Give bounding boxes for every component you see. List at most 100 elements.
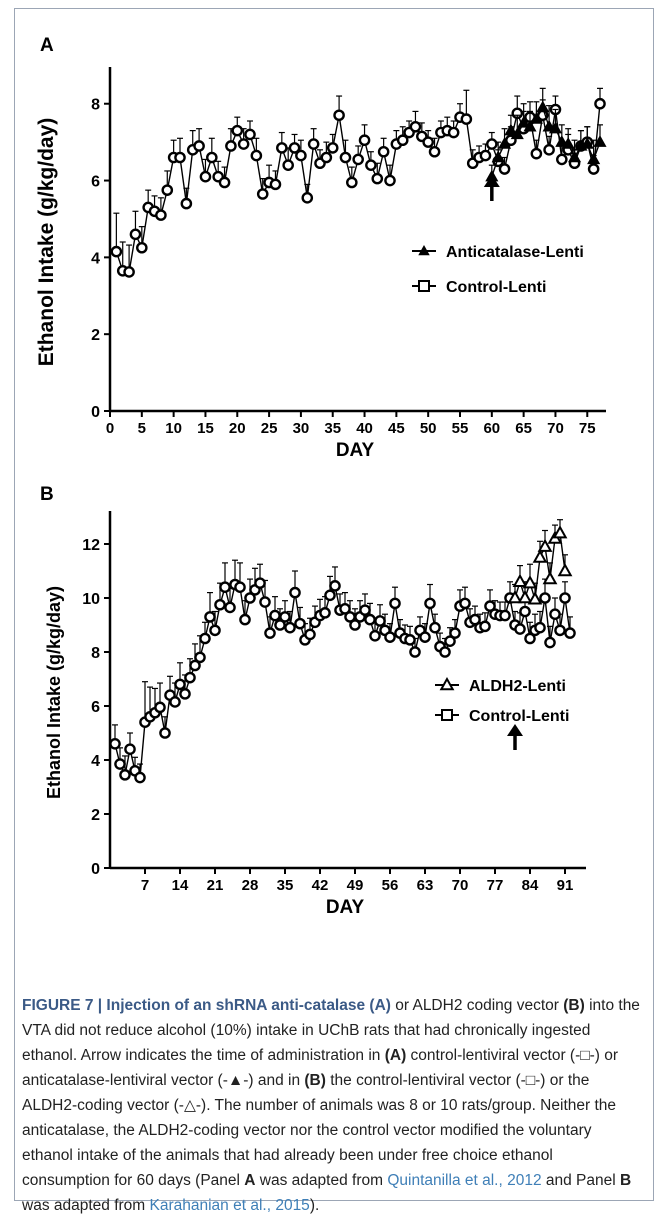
data-point bbox=[269, 609, 281, 622]
legend-label: Control-Lenti bbox=[469, 708, 569, 725]
x-axis-label: DAY bbox=[326, 897, 365, 918]
y-axis-label: Ethanol Intake (g/kg/day) bbox=[44, 586, 64, 799]
data-point bbox=[536, 100, 550, 113]
data-point bbox=[189, 659, 201, 672]
x-tick-label: 40 bbox=[356, 420, 373, 437]
x-tick-label: 91 bbox=[557, 877, 574, 894]
data-point bbox=[484, 600, 496, 612]
y-tick-label: 0 bbox=[91, 861, 100, 878]
x-tick-label: 35 bbox=[277, 877, 294, 894]
data-point bbox=[319, 607, 331, 619]
data-point bbox=[294, 617, 306, 630]
panel-b-chart: B 0 2 4 6 8 10 12 7 14 21 28 35 42 49 56 63 70 77 84 91 DAY Et… bbox=[40, 484, 586, 918]
caption-text-3: control-lentiviral vector (-□-) or antic… bbox=[22, 1047, 619, 1089]
data-point bbox=[548, 121, 563, 134]
caption-text-7: was adapted from bbox=[22, 1197, 150, 1214]
data-point bbox=[184, 671, 196, 684]
y-tick-label: 8 bbox=[91, 645, 100, 662]
data-point bbox=[460, 113, 473, 125]
y-tick-label: 2 bbox=[91, 807, 100, 824]
data-point bbox=[304, 628, 316, 641]
data-point bbox=[524, 632, 536, 645]
data-point bbox=[174, 678, 186, 691]
data-point bbox=[409, 120, 422, 133]
data-point bbox=[384, 631, 396, 643]
legend-marker bbox=[439, 676, 455, 691]
x-tick-label: 7 bbox=[141, 877, 149, 894]
data-point bbox=[479, 620, 491, 633]
legend-label: Anticatalase-Lenti bbox=[446, 244, 584, 261]
data-point bbox=[404, 634, 416, 646]
data-point bbox=[282, 159, 294, 171]
data-point bbox=[179, 688, 191, 700]
figure-caption: FIGURE 7 | Injection of an shRNA anti-ca… bbox=[22, 993, 642, 1218]
data-point bbox=[329, 580, 341, 592]
data-point bbox=[567, 150, 582, 163]
x-tick-label: 5 bbox=[138, 420, 146, 437]
data-point bbox=[204, 611, 216, 623]
data-point bbox=[136, 241, 148, 254]
data-point bbox=[239, 613, 251, 626]
y-tick-label: 4 bbox=[91, 753, 100, 770]
data-point bbox=[514, 623, 526, 635]
data-point bbox=[469, 613, 481, 626]
x-tick-label: 30 bbox=[293, 420, 310, 437]
y-tick-label: 6 bbox=[91, 699, 100, 716]
panel-label: A bbox=[40, 35, 54, 56]
y-axis-label: Ethanol Intake (g/kg/day) bbox=[35, 118, 58, 367]
data-point bbox=[384, 174, 396, 187]
data-point bbox=[199, 632, 211, 645]
reference-link-quintanilla[interactable]: Quintanilla et al., 2012 bbox=[387, 1172, 542, 1189]
data-point bbox=[307, 138, 320, 150]
legend-label: ALDH2-Lenti bbox=[469, 678, 566, 695]
x-tick-label: 77 bbox=[487, 877, 504, 894]
data-point bbox=[324, 589, 336, 602]
panel-label: B bbox=[40, 484, 54, 505]
data-point bbox=[422, 136, 434, 148]
data-point bbox=[114, 758, 126, 770]
data-point bbox=[543, 144, 555, 156]
data-point bbox=[444, 635, 456, 647]
data-point bbox=[194, 651, 206, 664]
data-point bbox=[123, 266, 135, 278]
data-point bbox=[155, 209, 167, 221]
caption-bold-b2: (B) bbox=[304, 1072, 326, 1089]
data-point bbox=[534, 621, 546, 634]
caption-bold-b3: B bbox=[620, 1172, 632, 1189]
data-point bbox=[320, 151, 333, 164]
x-axis-label: DAY bbox=[336, 440, 375, 461]
data-point bbox=[549, 608, 561, 620]
data-point bbox=[134, 771, 146, 784]
data-point bbox=[289, 586, 301, 599]
data-point bbox=[512, 573, 528, 587]
data-point bbox=[209, 624, 221, 637]
y-tick-label: 0 bbox=[91, 404, 100, 421]
data-point bbox=[497, 137, 512, 149]
data-point bbox=[519, 605, 531, 618]
reference-link-karahanian[interactable]: Karahanian et al., 2015 bbox=[149, 1197, 310, 1214]
data-point bbox=[561, 137, 575, 149]
x-tick-label: 65 bbox=[515, 420, 532, 437]
data-point bbox=[529, 112, 543, 124]
data-point bbox=[439, 646, 451, 658]
x-tick-label: 75 bbox=[579, 420, 596, 437]
x-tick-label: 25 bbox=[261, 420, 278, 437]
data-point bbox=[542, 571, 558, 585]
data-point bbox=[517, 589, 533, 604]
data-point bbox=[284, 621, 296, 634]
data-point bbox=[295, 149, 307, 162]
y-tick-label: 12 bbox=[82, 537, 100, 554]
data-point bbox=[259, 596, 271, 608]
caption-bold-b1: (B) bbox=[563, 997, 585, 1014]
legend-marker bbox=[441, 709, 453, 721]
x-tick-label: 84 bbox=[522, 877, 539, 894]
data-point bbox=[491, 150, 505, 163]
data-point bbox=[580, 137, 594, 149]
x-tick-label: 55 bbox=[452, 420, 469, 437]
data-point bbox=[218, 176, 231, 189]
x-tick-label: 50 bbox=[420, 420, 437, 437]
arrow-head bbox=[507, 724, 523, 736]
data-point bbox=[264, 627, 276, 639]
x-tick-label: 28 bbox=[242, 877, 259, 894]
legend-marker bbox=[418, 245, 430, 256]
